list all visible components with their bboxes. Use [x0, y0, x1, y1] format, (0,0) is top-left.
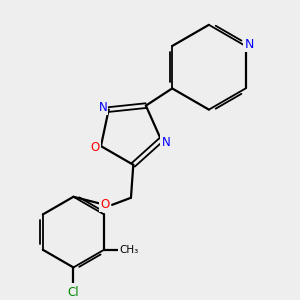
Text: Cl: Cl: [68, 286, 79, 299]
Text: O: O: [90, 141, 100, 154]
Text: O: O: [100, 198, 110, 211]
Text: N: N: [244, 38, 254, 51]
Text: N: N: [98, 101, 107, 114]
Text: CH₃: CH₃: [119, 245, 138, 255]
Text: N: N: [161, 136, 170, 148]
